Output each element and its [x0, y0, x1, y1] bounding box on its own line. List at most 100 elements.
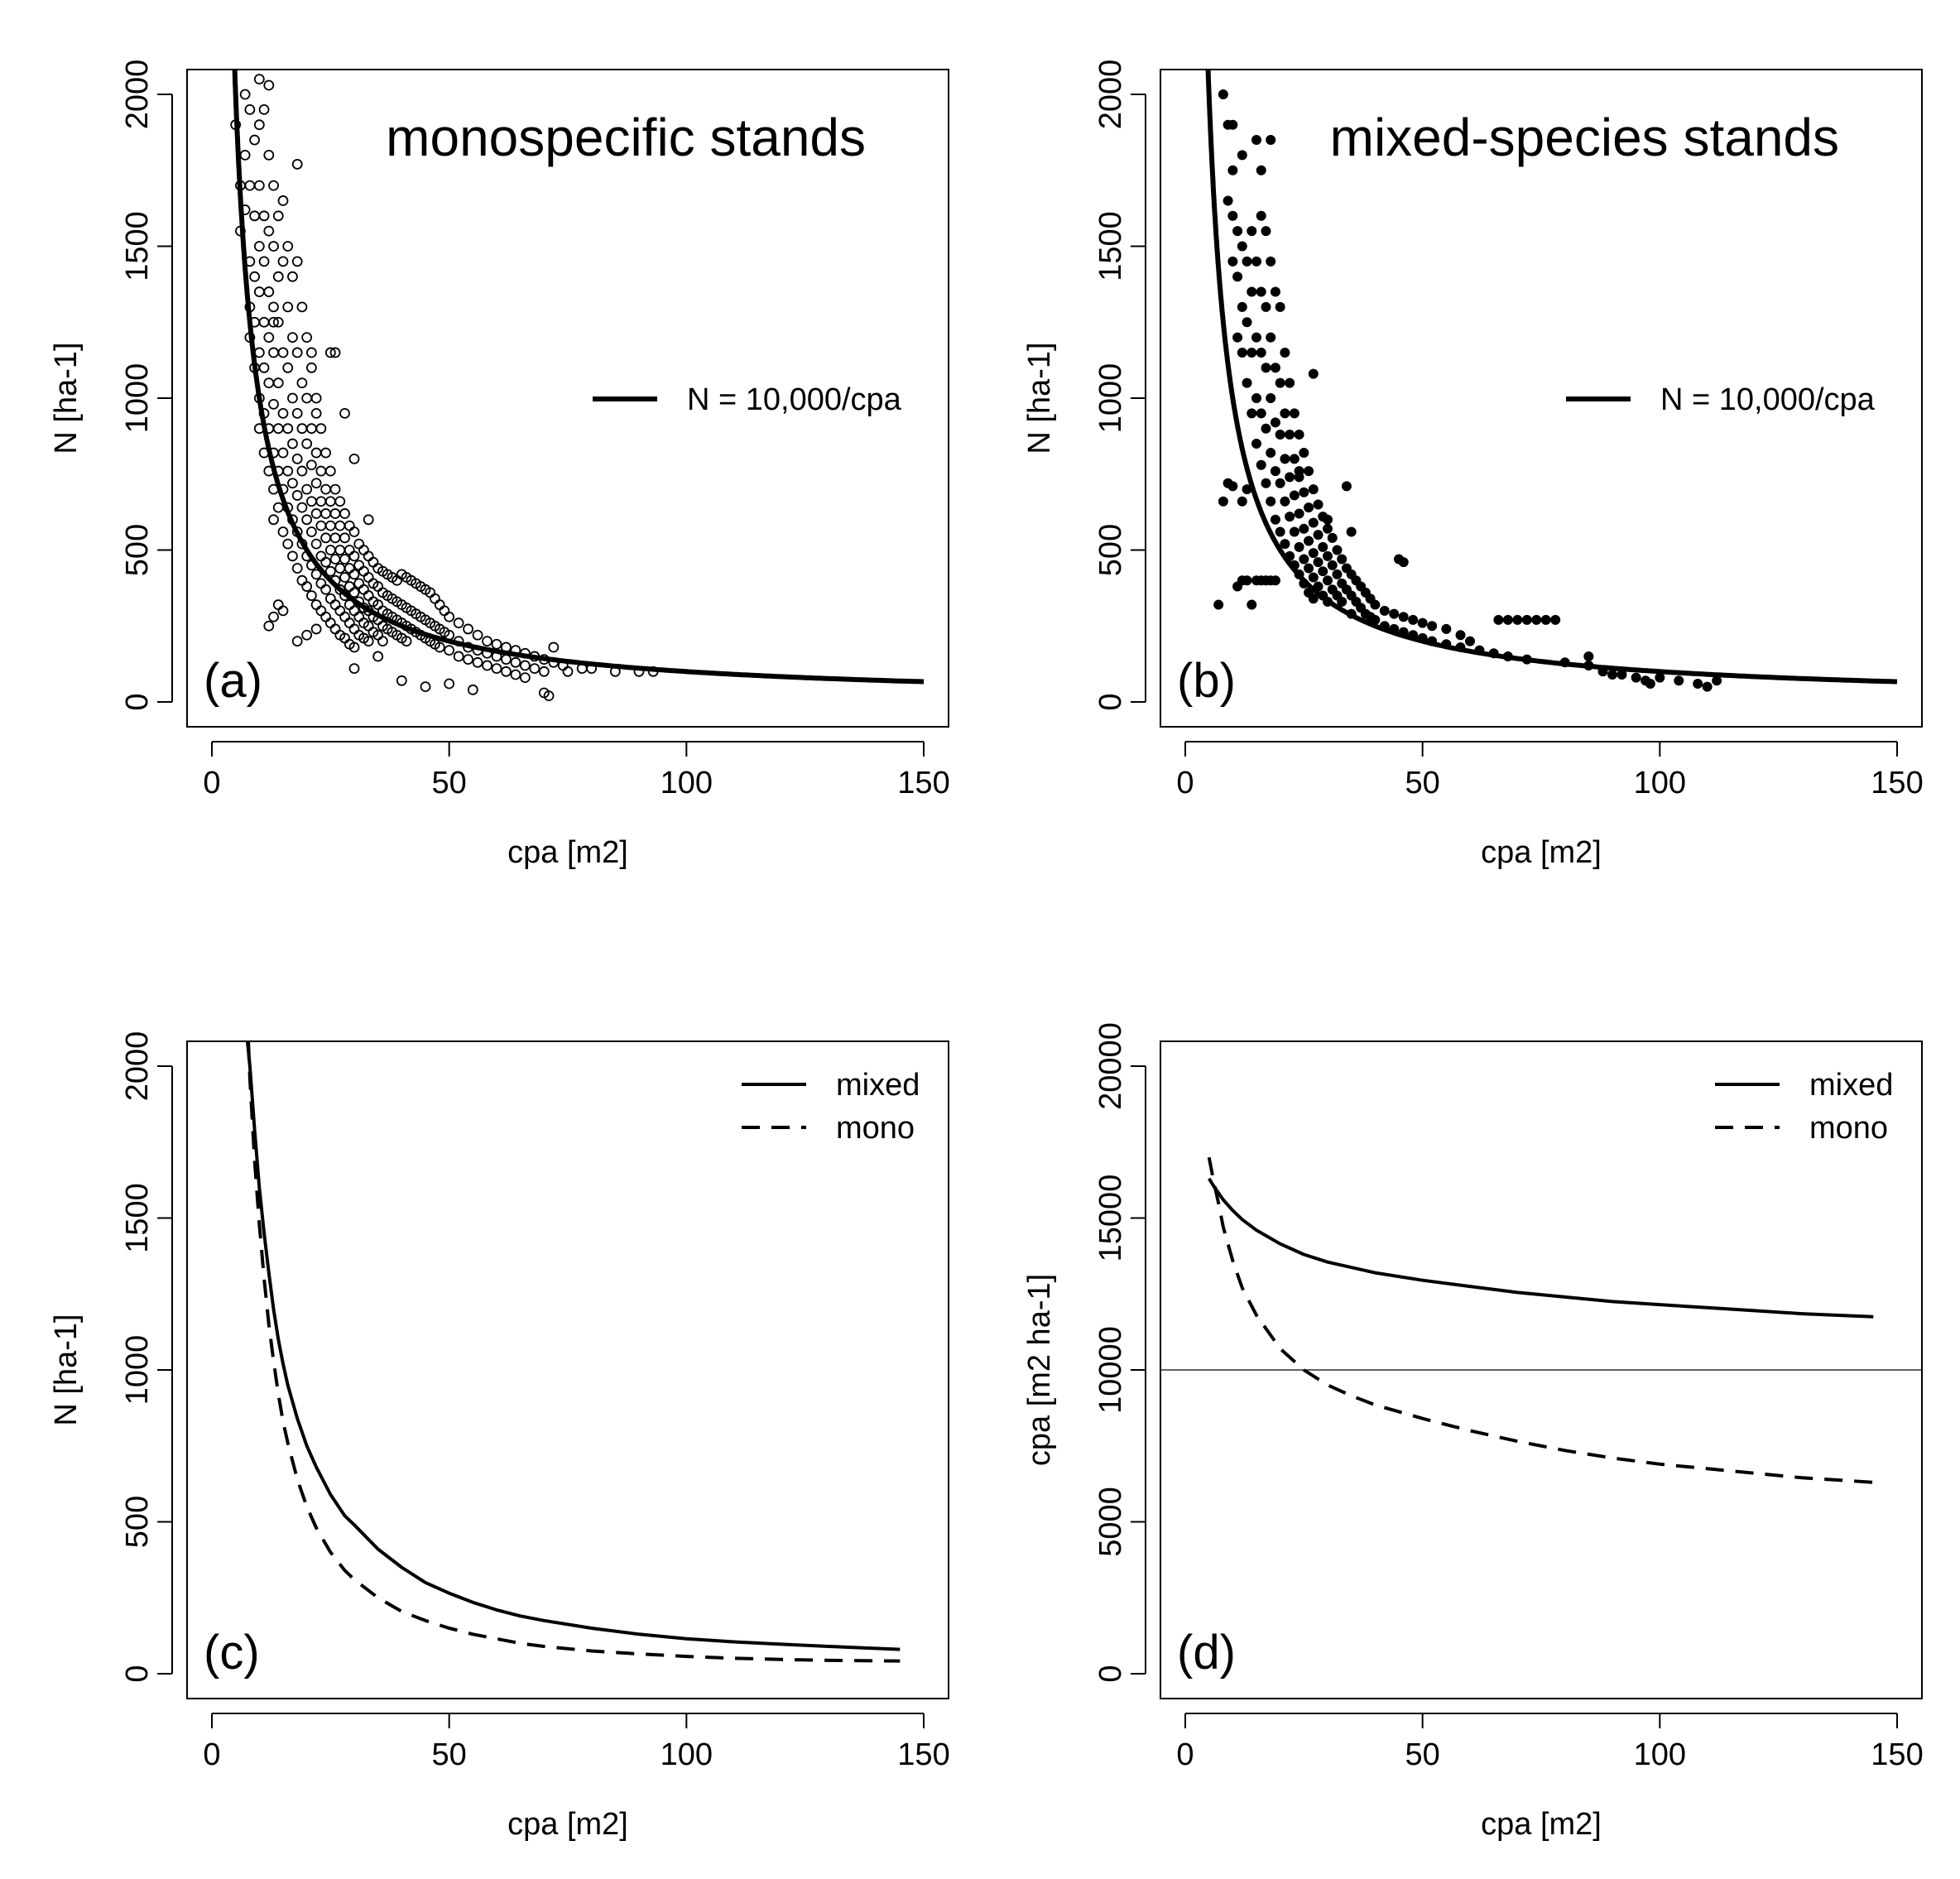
data-point [277, 447, 289, 459]
data-point [272, 377, 284, 389]
data-point [1370, 599, 1381, 610]
data-point [1247, 347, 1257, 358]
panel-d: 0 50 100 150 cpa [m2] 0 5000 10000 15000 20000 cpa… [1022, 1022, 1924, 1842]
data-point [1346, 526, 1357, 537]
data-point [1261, 301, 1271, 312]
data-point [339, 508, 350, 519]
data-point [1223, 478, 1233, 488]
data-point [310, 569, 322, 580]
data-point [1256, 347, 1266, 358]
data-point [1237, 496, 1247, 507]
data-point [1270, 466, 1280, 477]
data-point [258, 362, 270, 373]
y-tick-label: 15000 [1093, 1175, 1128, 1262]
y-axis-label: N [ha-1] [49, 342, 84, 454]
data-point [1299, 554, 1309, 565]
data-point [253, 241, 265, 252]
data-point [253, 119, 265, 131]
data-point [1341, 481, 1352, 492]
data-point [324, 565, 336, 577]
data-point [263, 620, 275, 632]
x-tick-label: 100 [1634, 1737, 1686, 1772]
data-point [1294, 466, 1304, 477]
y-tick-label: 500 [120, 524, 155, 576]
data-point [377, 636, 388, 646]
legend-label: N = 10,000/cpa [687, 382, 902, 417]
data-point [1323, 523, 1333, 534]
data-point [296, 301, 308, 313]
data-point [1251, 393, 1261, 403]
data-point [543, 690, 555, 702]
y-tick-label: 500 [120, 1496, 155, 1548]
data-point [315, 423, 327, 435]
data-point [348, 569, 360, 580]
data-point [287, 550, 298, 562]
data-point [1232, 226, 1243, 237]
data-point [1332, 545, 1343, 555]
data-point [1299, 448, 1309, 459]
data-point [1261, 226, 1271, 237]
y-tick-label: 2000 [120, 1031, 155, 1102]
x-tick-label: 150 [1871, 766, 1923, 800]
legend: mixed mono [742, 1068, 920, 1146]
data-point [1242, 377, 1252, 388]
panel-a: 0 50 100 150 cpa [m2] 0 500 1000 1500 2000 N [ha-1… [49, 60, 950, 870]
data-point [1266, 135, 1276, 146]
scatter-points [1213, 89, 1722, 692]
data-point [263, 225, 275, 237]
data-point [268, 301, 279, 313]
data-point [329, 483, 341, 495]
data-point [1227, 165, 1238, 175]
data-point [1270, 514, 1280, 525]
data-point [1275, 377, 1285, 388]
data-point [1427, 621, 1438, 632]
data-point [1247, 226, 1257, 237]
data-point [1607, 669, 1617, 680]
data-point [1299, 487, 1309, 497]
data-point [339, 407, 350, 419]
data-point [282, 301, 294, 313]
x-tick-label: 50 [1405, 766, 1440, 800]
data-point [301, 332, 313, 344]
data-point [396, 675, 407, 686]
data-point [1294, 508, 1304, 519]
data-point [1261, 363, 1271, 373]
data-point [1327, 532, 1338, 543]
data-point [1280, 496, 1290, 507]
data-point [329, 347, 341, 358]
x-tick-label: 50 [432, 766, 467, 800]
data-point [420, 681, 431, 693]
legend: N = 10,000/cpa [1566, 382, 1876, 417]
data-point [272, 316, 284, 328]
x-axis: 0 50 100 150 cpa [m2] [203, 1713, 950, 1842]
data-point [1256, 210, 1266, 221]
data-point [1455, 630, 1466, 641]
data-point [562, 666, 574, 677]
series-line-mixed [246, 1041, 901, 1651]
x-tick-label: 0 [203, 1737, 220, 1772]
data-point [1398, 557, 1409, 568]
data-point [268, 241, 279, 252]
data-point [287, 392, 298, 404]
data-point [1223, 195, 1233, 206]
data-point [538, 666, 550, 677]
data-point [291, 454, 303, 464]
y-tick-label: 10000 [1093, 1326, 1128, 1414]
data-point [249, 271, 261, 282]
y-tick-label: 1000 [120, 1335, 155, 1406]
data-point [301, 483, 313, 495]
data-point [1313, 499, 1323, 510]
data-point [282, 241, 294, 252]
data-point [1227, 119, 1238, 130]
data-point [1285, 512, 1295, 522]
data-point [310, 392, 322, 404]
data-point [258, 103, 270, 115]
data-point [310, 478, 322, 489]
y-tick-label: 0 [120, 693, 155, 710]
data-point [444, 678, 455, 690]
data-point [301, 581, 313, 592]
data-point [310, 623, 322, 635]
data-point [1275, 526, 1285, 537]
data-point [1313, 530, 1323, 541]
